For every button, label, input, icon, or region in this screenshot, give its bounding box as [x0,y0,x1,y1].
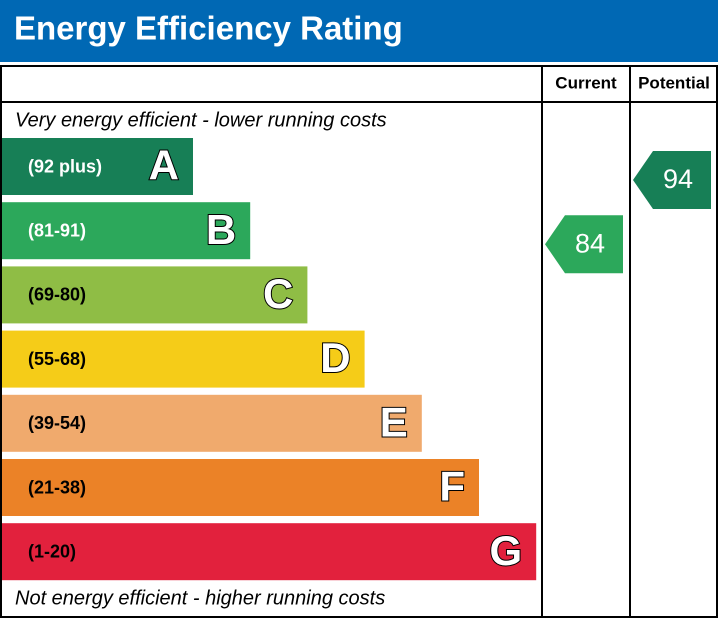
band-bar [2,138,193,195]
band-bar [2,330,365,388]
band-range: (69-80) [28,285,86,305]
band-letter: B [206,206,236,253]
bottom-note: Not energy efficient - higher running co… [15,587,385,609]
band-bar [2,523,537,581]
band-bar [2,202,251,260]
rating-value: 94 [663,164,693,194]
band-letter: A [149,142,179,189]
rating-arrow [633,151,711,209]
column-header: Potential [638,73,710,92]
band-letter: E [380,398,408,445]
band-bar [2,266,308,324]
rating-arrow [545,215,623,274]
band-bar [2,394,422,452]
band-letter: D [320,334,350,381]
band-range: (55-68) [28,349,86,369]
header-bar [0,0,718,62]
band-letter: G [490,527,523,574]
band-range: (92 plus) [28,156,102,176]
rating-value: 84 [575,228,605,258]
band-letter: C [263,270,293,317]
band-bar [2,459,479,516]
top-note: Very energy efficient - lower running co… [15,109,387,131]
band-range: (39-54) [28,413,86,433]
band-range: (21-38) [28,477,86,497]
band-letter: F [439,463,465,510]
chart-title: Energy Efficiency Rating [14,10,403,47]
band-range: (1-20) [28,541,76,561]
band-range: (81-91) [28,220,86,240]
column-header: Current [555,73,617,92]
